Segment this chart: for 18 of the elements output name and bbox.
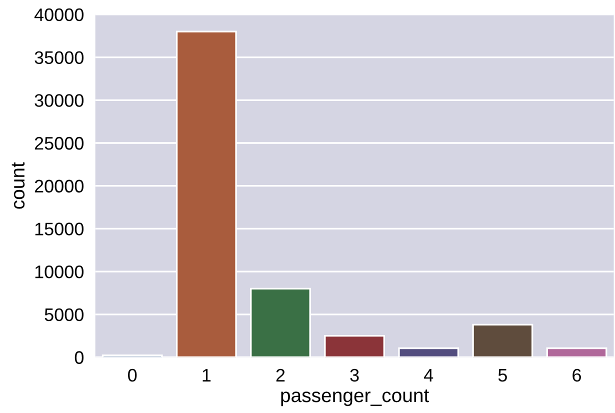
x-tick-label: 0: [128, 368, 137, 382]
x-tick-label: 2: [276, 368, 285, 382]
y-tick-label: 20000: [34, 180, 84, 193]
y-tick-label: 5000: [44, 308, 84, 322]
y-tick-label: 30000: [34, 94, 84, 107]
y-axis-title: count: [12, 162, 25, 209]
x-tick-label: 5: [498, 369, 507, 382]
x-tick-label: 3: [350, 368, 359, 382]
y-tick-label: 10000: [35, 265, 84, 278]
y-tick-label: 40000: [34, 8, 84, 22]
y-tick-label: 15000: [35, 222, 84, 236]
x-tick-label: 1: [202, 369, 211, 382]
y-tick-label: 0: [74, 351, 84, 364]
x-axis-title: passenger_count: [281, 389, 430, 406]
x-tick-label: 4: [424, 369, 434, 382]
y-tick-label: 25000: [34, 136, 84, 150]
y-tick-label: 35000: [34, 51, 84, 64]
x-tick-label: 6: [572, 368, 581, 382]
